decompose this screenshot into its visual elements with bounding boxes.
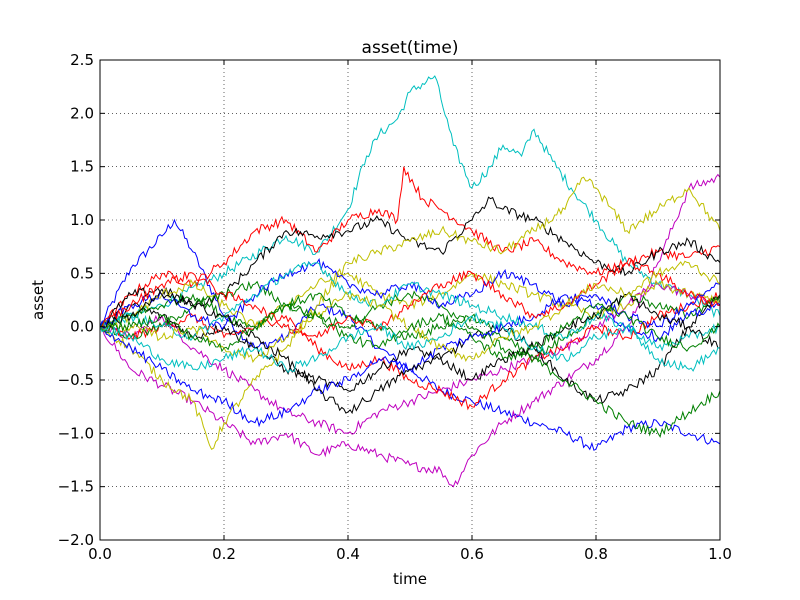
series-line-5: [100, 292, 720, 411]
x-tick-label: 0.4: [336, 545, 360, 563]
series-group: [100, 75, 720, 488]
series-line-4: [100, 166, 720, 328]
series-line-16: [100, 290, 720, 415]
y-tick-label: 2.5: [70, 51, 94, 69]
y-axis-label: asset: [29, 280, 47, 320]
series-line-18: [100, 302, 720, 362]
ticks: 0.0 0.2 0.4 0.6 0.8 1.0 −2.0 −1.5 −1.0 −0.5 0.0 0.5…: [58, 51, 732, 563]
x-tick-label: 1.0: [708, 545, 732, 563]
x-tick-label: 0.8: [584, 545, 608, 563]
y-tick-label: −1.0: [58, 424, 94, 442]
y-tick-label: −0.5: [58, 371, 94, 389]
x-tick-label: 0.0: [88, 545, 112, 563]
series-line-10: [100, 292, 720, 438]
y-tick-label: 0.5: [70, 264, 94, 282]
y-tick-label: 1.5: [70, 158, 94, 176]
series-line-19: [100, 311, 720, 374]
series-line-2: [100, 173, 720, 488]
plot-frame: [99, 59, 721, 541]
x-axis-label: time: [393, 570, 427, 588]
series-line-8: [100, 176, 720, 450]
series-line-15: [100, 258, 720, 339]
series-line-14: [100, 261, 720, 352]
y-tick-label: 2.0: [70, 104, 94, 122]
chart-title: asset(time): [362, 38, 459, 58]
y-tick-label: 1.0: [70, 211, 94, 229]
y-tick-label: 0.0: [70, 318, 94, 336]
y-tick-label: −1.5: [58, 478, 94, 496]
x-tick-label: 0.2: [212, 545, 236, 563]
x-tick-label: 0.6: [460, 545, 484, 563]
y-tick-label: −2.0: [58, 531, 94, 549]
